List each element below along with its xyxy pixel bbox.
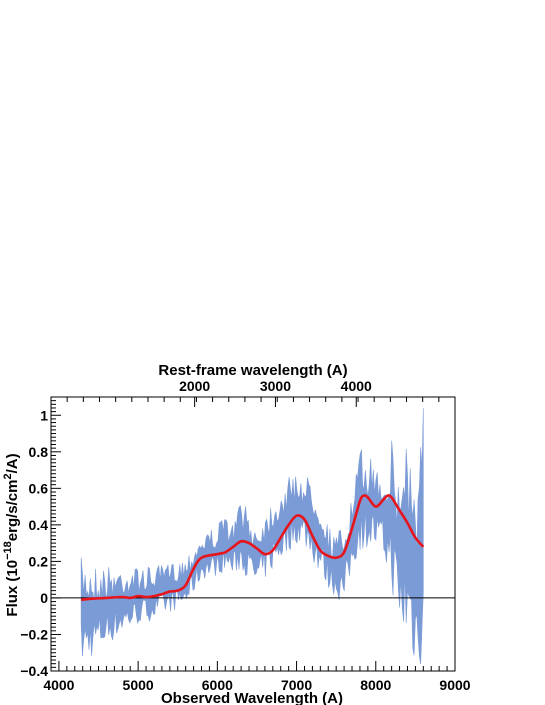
y-tick-label: −0.4 [20, 663, 48, 679]
y-tick-label: 0 [40, 590, 48, 606]
x2-tick-label: 4000 [341, 378, 372, 394]
x-axis-title: Observed Wavelength (A) [161, 690, 343, 705]
x-tick-label: 5000 [123, 677, 154, 693]
y-tick-label: 0.4 [29, 517, 49, 533]
ticks-layer [50, 396, 456, 672]
y-tick-label: −0.2 [20, 626, 48, 642]
model-line-layer [80, 494, 425, 602]
x-tick-label: 8000 [360, 677, 391, 693]
x-tick-label: 6000 [202, 677, 233, 693]
spectrum-band [80, 408, 424, 665]
y-title-part-1: Flux (10 [4, 560, 21, 617]
x-tick-label: 7000 [281, 677, 312, 693]
y-title-part-2: erg/s/cm [4, 480, 21, 542]
plot-frame [50, 396, 456, 672]
y-tick-label: 0.8 [29, 444, 49, 460]
spectrum-band-layer [80, 408, 424, 665]
y-tick-label: 0.2 [29, 553, 49, 569]
y-axis-title: Flux (10−18erg/s/cm2/A) [2, 453, 21, 616]
tick-labels-layer: 4000 5000 6000 7000 8000 9000 −0.4 −0.2 0 0.2 0.4 0… [20, 378, 470, 693]
y-tick-label: 0.6 [29, 480, 49, 496]
x-tick-label: 9000 [439, 677, 470, 693]
y-title-superscript: 2 [2, 473, 14, 479]
y-tick-label: 1 [40, 407, 48, 423]
x-tick-label: 4000 [43, 677, 74, 693]
model-line [80, 494, 425, 602]
x2-tick-label: 2000 [179, 378, 210, 394]
y-title-part-3: /A) [4, 453, 21, 473]
top-axis-title: Rest-frame wavelength (A) [158, 362, 347, 379]
y-title-exponent: −18 [2, 541, 14, 560]
x2-tick-label: 3000 [260, 378, 291, 394]
